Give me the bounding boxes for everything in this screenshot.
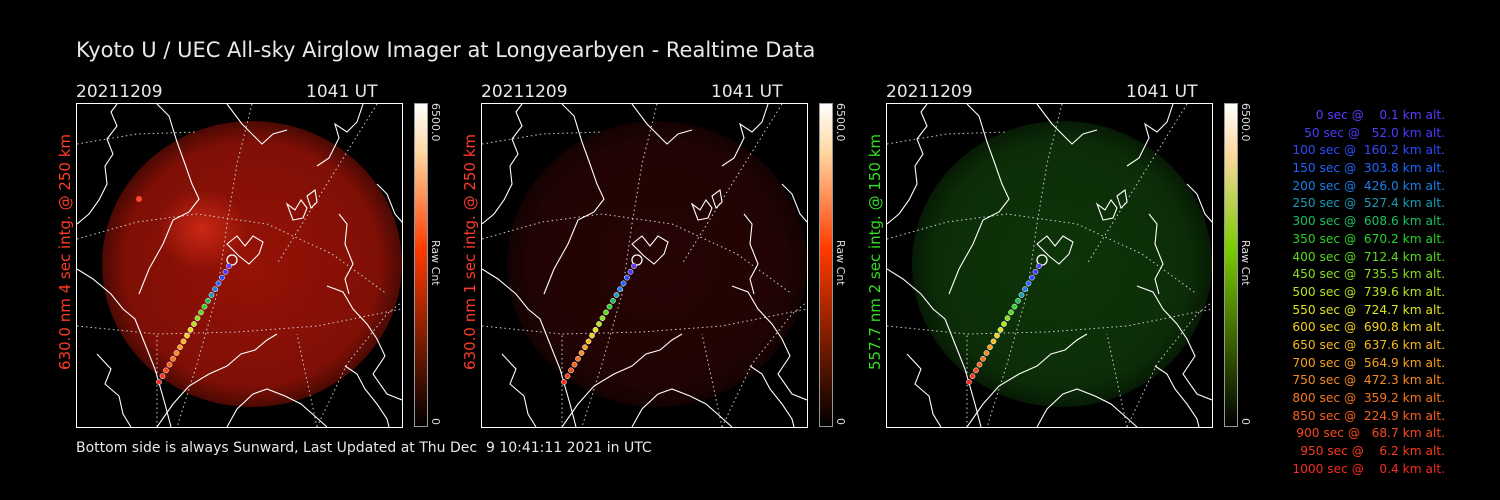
legend-entry: 200 sec @ 426.0 km alt. xyxy=(1292,178,1445,193)
allsky-image xyxy=(76,103,403,428)
panel-date: 20211209 xyxy=(886,82,973,102)
colorbar xyxy=(819,103,833,427)
legend-entry: 250 sec @ 527.4 km alt. xyxy=(1292,196,1445,211)
legend-entry: 750 sec @ 472.3 km alt. xyxy=(1292,373,1445,388)
colorbar-unit-label: Raw Cnt xyxy=(429,240,442,286)
allsky-map xyxy=(77,104,402,427)
legend-entry: 700 sec @ 564.9 km alt. xyxy=(1292,355,1445,370)
legend-entry: 600 sec @ 690.8 km alt. xyxy=(1292,320,1445,335)
allsky-image xyxy=(886,103,1213,428)
legend-entry: 350 sec @ 670.2 km alt. xyxy=(1292,231,1445,246)
panel-date: 20211209 xyxy=(481,82,568,102)
legend-entry: 900 sec @ 68.7 km alt. xyxy=(1296,426,1445,441)
colorbar-unit-label: Raw Cnt xyxy=(1239,240,1252,286)
colorbar-unit-label: Raw Cnt xyxy=(834,240,847,286)
colorbar-min-label: 0 xyxy=(429,418,442,425)
legend-entry: 450 sec @ 735.5 km alt. xyxy=(1292,267,1445,282)
colorbar-min-label: 0 xyxy=(1239,418,1252,425)
footer-status: Bottom side is always Sunward, Last Upda… xyxy=(76,440,652,456)
allsky-map xyxy=(482,104,807,427)
colorbar-max-label: 6500.0 xyxy=(1239,103,1252,142)
colorbar-min-label: 0 xyxy=(834,418,847,425)
panel-time: 1041 UT xyxy=(711,82,783,102)
legend-entry: 550 sec @ 724.7 km alt. xyxy=(1292,302,1445,317)
legend-entry: 850 sec @ 224.9 km alt. xyxy=(1292,408,1445,423)
panel-time: 1041 UT xyxy=(306,82,378,102)
panel-date: 20211209 xyxy=(76,82,163,102)
colorbar-max-label: 6500.0 xyxy=(429,103,442,142)
legend-entry: 300 sec @ 608.6 km alt. xyxy=(1292,214,1445,229)
panel-channel-label: 630.0 nm 1 sec intg. @ 250 km xyxy=(461,133,479,370)
legend-entry: 50 sec @ 52.0 km alt. xyxy=(1304,125,1445,140)
legend-entry: 950 sec @ 6.2 km alt. xyxy=(1300,444,1445,459)
legend-entry: 800 sec @ 359.2 km alt. xyxy=(1292,391,1445,405)
allsky-image xyxy=(481,103,808,428)
page-title: Kyoto U / UEC All-sky Airglow Imager at … xyxy=(76,38,816,62)
colorbar xyxy=(414,103,428,427)
allsky-map xyxy=(887,104,1212,427)
panel-time: 1041 UT xyxy=(1126,82,1198,102)
colorbar xyxy=(1224,103,1238,427)
legend-entry: 0 sec @ 0.1 km alt. xyxy=(1315,108,1445,122)
colorbar-max-label: 6500.0 xyxy=(834,103,847,142)
trajectory-legend: 0 sec @ 0.1 km alt. 50 sec @ 52.0 km alt.… xyxy=(1255,108,1445,479)
legend-entry: 100 sec @ 160.2 km alt. xyxy=(1292,143,1445,158)
legend-entry: 150 sec @ 303.8 km alt. xyxy=(1292,161,1445,176)
legend-entry: 650 sec @ 637.6 km alt. xyxy=(1292,337,1445,352)
panel-channel-label: 557.7 nm 2 sec intg. @ 150 km xyxy=(866,133,884,370)
legend-entry: 500 sec @ 739.6 km alt. xyxy=(1292,284,1445,299)
panel-channel-label: 630.0 nm 4 sec intg. @ 250 km xyxy=(56,133,74,370)
legend-entry: 1000 sec @ 0.4 km alt. xyxy=(1292,461,1445,476)
legend-entry: 400 sec @ 712.4 km alt. xyxy=(1292,249,1445,264)
